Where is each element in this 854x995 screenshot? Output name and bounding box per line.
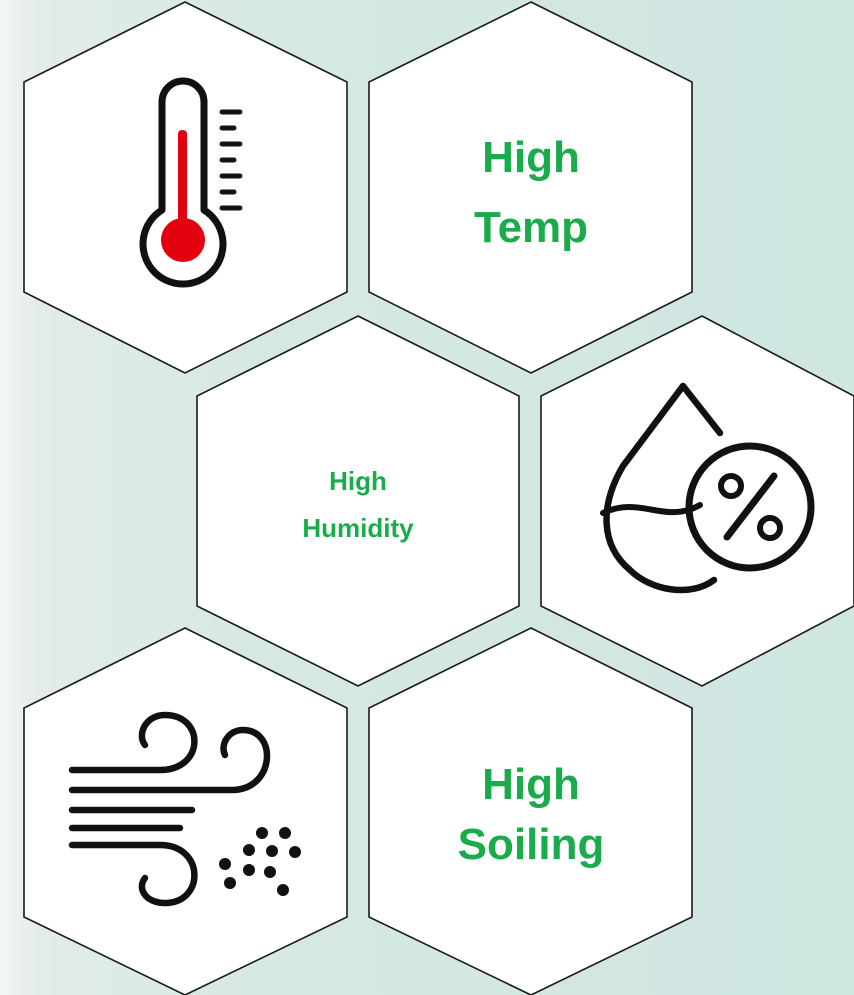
hex-tile-soiling-icon [23, 627, 348, 995]
hex-outline [540, 315, 854, 687]
thermometer-column [178, 130, 187, 235]
high-temp-label-line1: High [482, 133, 580, 182]
thermometer-icon [139, 77, 243, 288]
humidity-drop-percent-icon [600, 382, 815, 594]
hex-tile-high-humidity: High Humidity [196, 315, 520, 687]
hex-tile-high-temp: High Temp [368, 1, 693, 374]
hex-outline [196, 315, 520, 687]
wind-dust-icon [68, 711, 301, 907]
high-temp-label-line2: Temp [474, 203, 588, 252]
high-soiling-label-line2: Soiling [458, 820, 605, 869]
hex-outline [368, 627, 693, 995]
hex-tile-thermometer [23, 1, 348, 374]
high-humidity-label-line1: High [329, 466, 387, 496]
dust-particles [219, 827, 301, 896]
hex-tile-high-soiling: High Soiling [368, 627, 693, 995]
thermometer-bulb [161, 218, 205, 262]
hex-tile-humidity-icon [540, 315, 854, 687]
hex-outline [368, 1, 693, 374]
thermometer-scale [219, 109, 243, 211]
high-humidity-label-line2: Humidity [302, 513, 414, 543]
high-soiling-label-line1: High [482, 760, 580, 809]
